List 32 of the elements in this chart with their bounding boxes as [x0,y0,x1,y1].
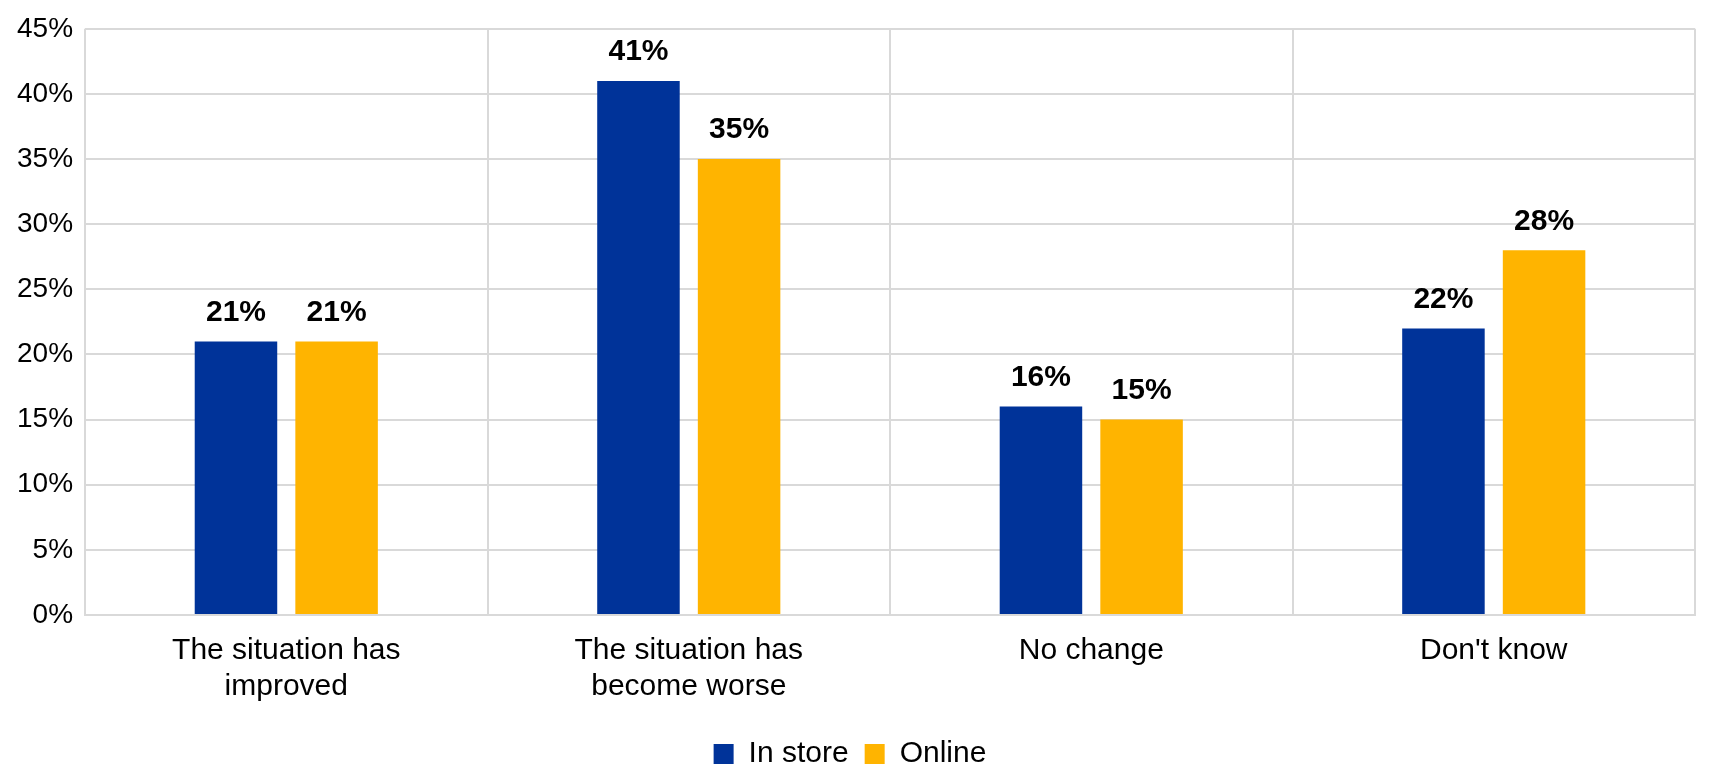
y-tick-label: 30% [16,206,74,238]
data-label: 21% [306,293,367,327]
y-tick-label: 0% [32,597,74,629]
y-tick-label: 25% [16,272,74,304]
data-label: 21% [205,293,266,327]
bar [999,406,1083,614]
legend-label: Online [899,735,987,769]
y-tick-label: 40% [16,76,74,108]
x-tick-label: No change [1018,632,1164,666]
data-label: 15% [1111,371,1172,405]
y-tick-label: 5% [32,532,74,564]
y-tick-label: 15% [16,402,74,434]
data-label: 22% [1413,280,1474,314]
y-tick-label: 10% [16,467,74,499]
data-label: 35% [709,111,770,145]
bar [194,341,278,614]
bar [1402,328,1485,614]
y-tick-label: 35% [16,141,74,173]
x-tick-label: Don't know [1420,632,1568,666]
x-tick-label: The situation has become worse [574,632,804,702]
data-label: 41% [608,33,669,67]
y-tick-label: 20% [16,337,74,369]
data-label: 16% [1010,358,1071,392]
legend-label: In store [748,735,849,769]
bar [295,341,378,614]
bar [697,159,781,614]
data-label: 28% [1514,202,1575,236]
bar [597,80,680,614]
x-tick-label: The situation has improved [172,632,401,702]
y-tick-label: 45% [16,11,74,43]
bar [1100,419,1183,614]
bar [1502,250,1586,614]
